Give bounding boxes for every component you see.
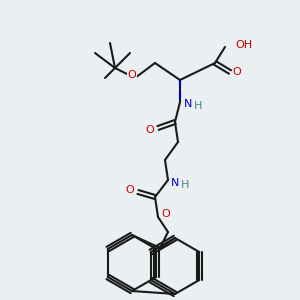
Text: O: O <box>146 125 154 135</box>
Text: N: N <box>184 99 192 109</box>
Text: H: H <box>181 180 189 190</box>
Text: H: H <box>194 101 202 111</box>
Text: OH: OH <box>235 40 252 50</box>
Text: O: O <box>128 70 136 80</box>
Text: O: O <box>232 67 242 77</box>
Text: N: N <box>171 178 179 188</box>
Text: O: O <box>126 185 134 195</box>
Text: O: O <box>162 209 170 219</box>
